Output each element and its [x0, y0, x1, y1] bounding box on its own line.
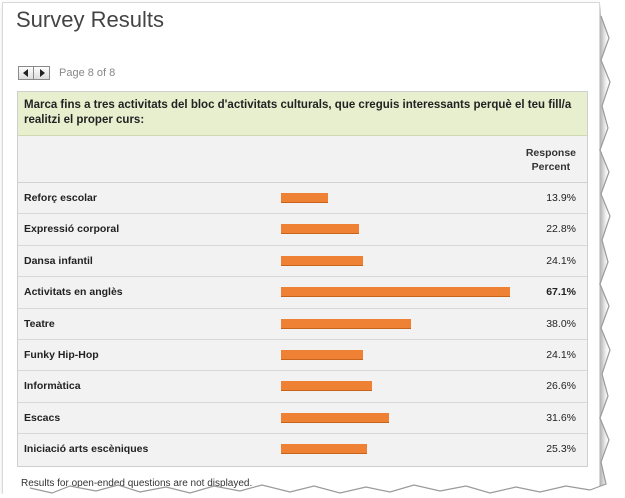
answer-label: Escacs: [24, 411, 61, 424]
answer-rows: Reforç escolar 13.9% Expressió corporal 22.…: [18, 183, 587, 466]
response-bar: [281, 193, 329, 203]
footnote: Results for open-ended questions are not…: [21, 478, 253, 489]
arrow-right-icon: [39, 68, 45, 77]
answer-row: Teatre 38.0%: [18, 308, 587, 340]
answer-label: Funky Hip-Hop: [24, 348, 99, 361]
response-percent: 25.3%: [546, 443, 576, 456]
answer-label: Iniciació arts escèniques: [24, 443, 149, 456]
question-text: Marca fins a tres activitats del bloc d'…: [18, 92, 587, 136]
answer-row: Activitats en anglès 67.1%: [18, 277, 587, 309]
answer-label: Informàtica: [24, 380, 81, 393]
response-bar: [281, 412, 389, 423]
results-table: Marca fins a tres activitats del bloc d'…: [17, 91, 588, 467]
response-bar: [281, 287, 510, 298]
prev-page-button[interactable]: [18, 65, 34, 80]
answer-row: Dansa infantil 24.1%: [18, 245, 587, 278]
pager: Page 8 of 8: [18, 64, 115, 81]
answer-row: Escacs 31.6%: [18, 402, 587, 435]
answer-label: Dansa infantil: [24, 254, 93, 267]
answer-label: Teatre: [24, 317, 55, 330]
answer-row: Informàtica 26.6%: [18, 371, 587, 403]
response-bar: [281, 349, 364, 360]
page-indicator: Page 8 of 8: [59, 66, 116, 79]
answer-label: Expressió corporal: [24, 223, 120, 236]
arrow-left-icon: [23, 68, 28, 77]
response-percent-header: Response Percent: [526, 146, 576, 174]
column-header-line1: Response: [525, 147, 576, 159]
response-bar: [281, 318, 411, 329]
response-percent: 24.1%: [546, 254, 576, 267]
page-frame: Survey Results Page 8 of 8 Marca fins a …: [2, 2, 600, 494]
answer-label: Activitats en anglès: [24, 286, 123, 299]
column-header-line2: Percent: [531, 161, 571, 173]
page-title: Survey Results: [16, 7, 164, 32]
response-percent: 26.6%: [546, 380, 576, 393]
response-bar: [281, 224, 359, 235]
response-percent: 13.9%: [546, 192, 576, 204]
response-percent: 22.8%: [546, 223, 576, 236]
answer-row: Funky Hip-Hop 24.1%: [18, 339, 587, 372]
response-percent: 67.1%: [546, 286, 576, 299]
response-percent: 24.1%: [546, 348, 576, 361]
answer-row: Expressió corporal 22.8%: [18, 214, 587, 246]
response-bar: [281, 255, 364, 266]
answer-row: Iniciació arts escèniques 25.3%: [18, 434, 587, 466]
answer-row: Reforç escolar 13.9%: [18, 183, 587, 215]
answer-label: Reforç escolar: [24, 192, 97, 204]
response-percent: 38.0%: [546, 317, 576, 330]
response-percent: 31.6%: [546, 411, 576, 424]
response-bar: [281, 381, 372, 392]
table-header: Response Percent: [18, 136, 587, 183]
response-bar: [281, 444, 368, 455]
next-page-button[interactable]: [34, 65, 50, 80]
